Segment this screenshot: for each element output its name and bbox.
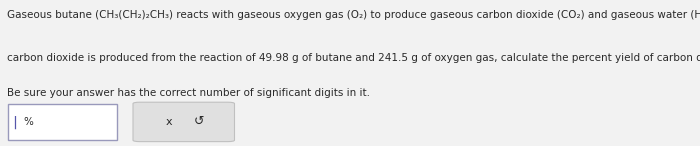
FancyBboxPatch shape — [133, 102, 234, 142]
Text: Gaseous butane (CH₃(CH₂)₂CH₃) reacts with gaseous oxygen gas (O₂) to produce gas: Gaseous butane (CH₃(CH₂)₂CH₃) reacts wit… — [7, 10, 700, 20]
Text: %: % — [24, 117, 34, 127]
Text: ↺: ↺ — [193, 115, 204, 128]
FancyBboxPatch shape — [8, 104, 117, 140]
Text: x: x — [166, 117, 172, 127]
Text: carbon dioxide is produced from the reaction of 49.98 g of butane and 241.5 g of: carbon dioxide is produced from the reac… — [7, 53, 700, 62]
Text: Be sure your answer has the correct number of significant digits in it.: Be sure your answer has the correct numb… — [7, 88, 370, 98]
Text: ▏: ▏ — [14, 115, 24, 128]
